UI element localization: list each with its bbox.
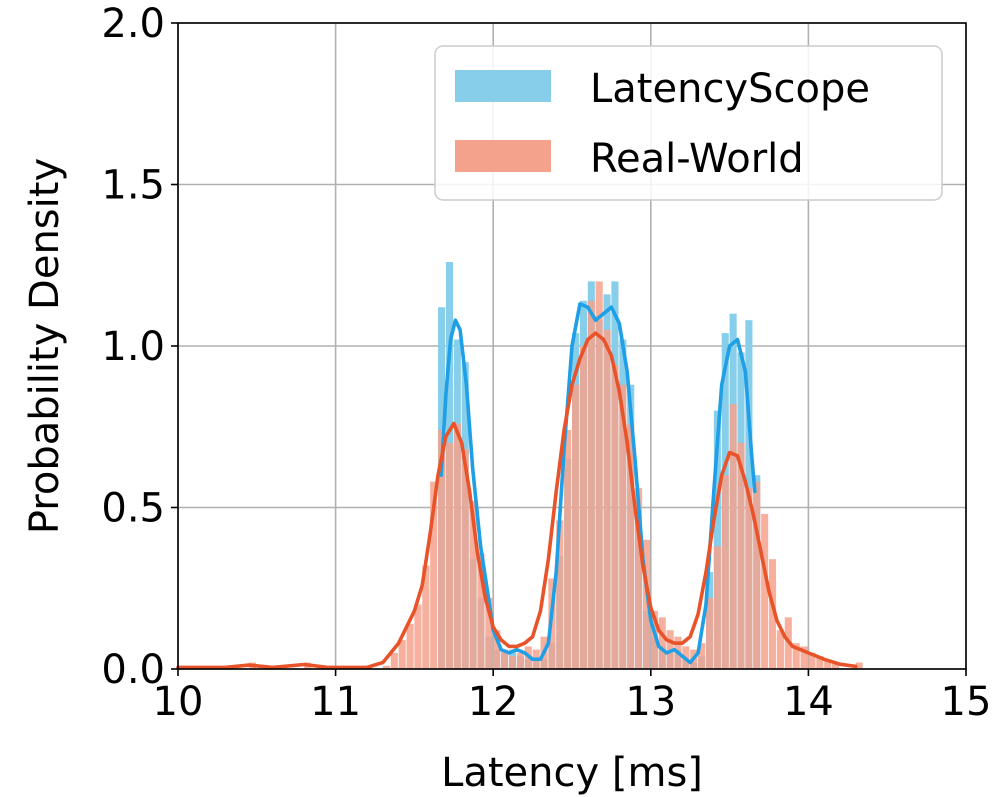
x-tick-label: 14 [783,679,834,725]
hist-bar-real-world [579,346,587,669]
legend-box [434,45,943,201]
y-axis-label: Probability Density [22,158,68,534]
hist-bar-real-world [792,643,800,669]
y-tick-label: 0.5 [101,486,165,532]
hist-bar-real-world [611,365,619,669]
hist-bar-real-world [587,300,595,669]
legend-label-real-world: Real-World [590,136,804,182]
hist-bar-real-world [422,565,430,669]
hist-bar-real-world [603,329,611,669]
hist-bar-real-world [713,546,721,669]
y-tick-label: 1.0 [101,324,165,370]
hist-bar-real-world [493,630,501,669]
hist-bar-real-world [769,559,777,669]
hist-bar-real-world [729,404,737,669]
x-ticks: 10 11 12 13 14 15 [153,669,992,725]
hist-bar-real-world [808,652,816,669]
x-axis-label: Latency [ms] [441,750,703,796]
y-tick-label: 2.0 [101,1,165,47]
hist-bar-real-world [635,488,643,669]
hist-bar-real-world [406,623,414,669]
hist-bar-real-world [698,643,706,669]
hist-bar-real-world [516,652,524,669]
hist-bar-real-world [737,442,745,669]
y-tick-label: 0.0 [101,647,165,693]
hist-bar-real-world [832,662,840,669]
hist-bar-real-world [705,597,714,669]
hist-bar-real-world [501,649,509,669]
hist-bar-real-world [745,488,753,669]
hist-bar-real-world [776,630,784,669]
hist-bar-real-world [398,639,406,669]
kde-lines [176,302,858,670]
hist-real-world [248,281,863,669]
legend-swatch-real-world [455,140,551,172]
hist-bar-real-world [430,481,438,669]
hist-bar-real-world [800,646,808,669]
hist-bar-real-world [627,423,635,669]
x-tick-label: 13 [625,679,676,725]
hist-bar-real-world [445,442,453,669]
x-tick-label: 12 [468,679,519,725]
hist-bar-real-world [572,384,580,669]
hist-bar-real-world [595,281,603,669]
hist-bar-real-world [477,552,485,669]
hist-bar-real-world [438,429,446,669]
x-tick-label: 15 [941,679,992,725]
hist-bar-real-world [556,520,564,669]
hist-bar-real-world [658,617,666,669]
x-tick-label: 10 [153,679,204,725]
hist-bar-real-world [485,597,493,669]
legend-label-latencyscope: LatencyScope [590,66,870,112]
hist-bar-real-world [564,429,572,669]
kde-line-real-world [176,331,858,670]
hist-bar-real-world [461,449,469,669]
hist-bar-real-world [469,501,477,669]
legend: LatencyScope Real-World [434,45,943,201]
hist-bar-real-world [650,610,658,669]
hist-bar-real-world [382,665,390,669]
hist-bar-real-world [390,652,398,669]
hist-bar-real-world [453,423,461,669]
hist-bar-real-world [824,659,832,669]
hist-bar-real-world [855,662,863,669]
hist-bar-real-world [619,384,627,669]
hist-bar-real-world [721,475,729,669]
hist-bar-real-world [761,513,769,669]
kde-line-latencyscope [439,302,757,665]
legend-swatch-latencyscope [455,70,551,102]
bars [248,262,863,669]
y-ticks: 0.0 0.5 1.0 1.5 2.0 [101,1,178,693]
hist-bar-real-world [414,604,422,669]
hist-bar-real-world [508,656,517,669]
hist-bar-real-world [753,481,761,669]
hist-bar-real-world [642,539,650,669]
x-tick-label: 11 [310,679,361,725]
hist-bar-latencyscope [713,410,721,669]
hist-bar-real-world [816,656,824,669]
y-tick-label: 1.5 [101,163,165,209]
